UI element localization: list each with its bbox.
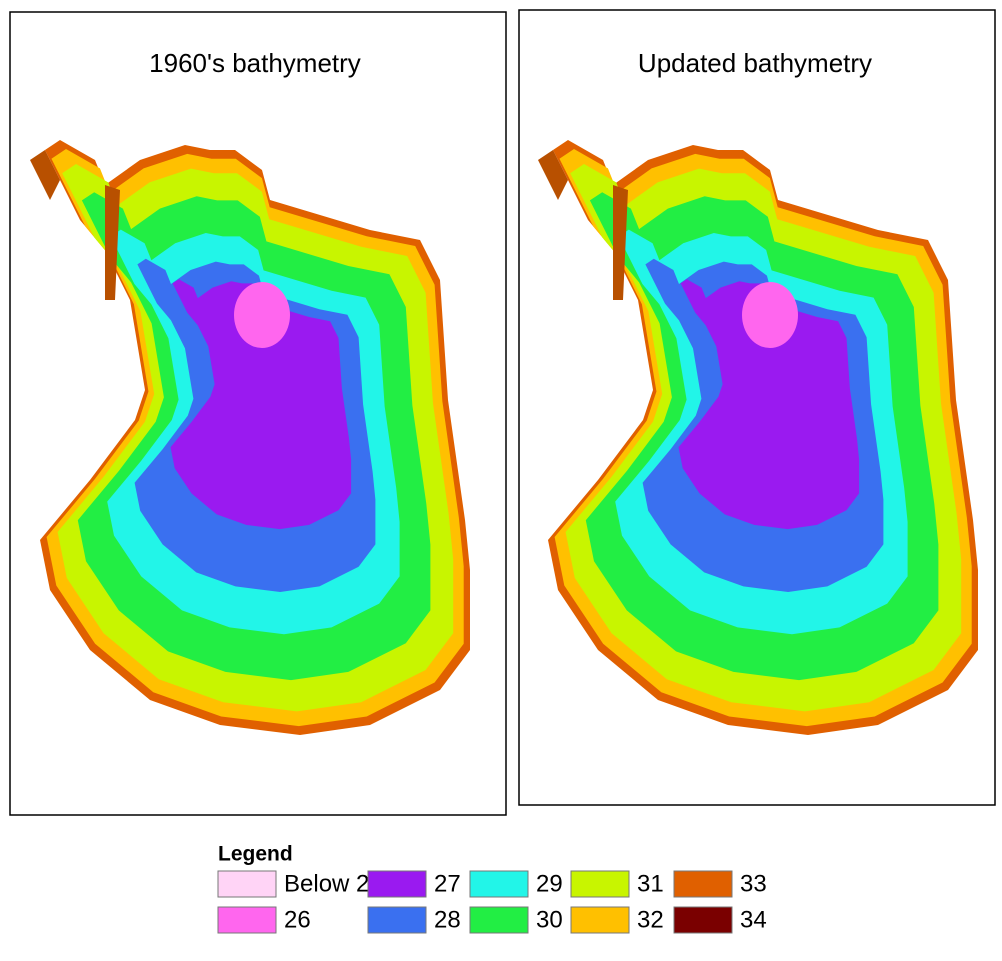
panel-title: Updated bathymetry [638,48,872,78]
panel-title: 1960's bathymetry [149,48,361,78]
legend-label: 26 [284,906,311,933]
legend-label: 29 [536,870,563,897]
legend-swatch [217,906,277,934]
legend-label: 33 [740,870,767,897]
legend-label: 27 [434,870,461,897]
legend-swatch [469,870,529,898]
legend-swatch [367,870,427,898]
legend-label: 30 [536,906,563,933]
legend-label: Below 25 [284,870,383,897]
panel-frame [9,11,507,816]
legend-swatch [570,870,630,898]
legend-label: 34 [740,906,767,933]
map-1960s [30,140,470,735]
legend-swatch [469,906,529,934]
map-updated [538,140,978,735]
legend-swatch [673,870,733,898]
legend: Below 25 26 27 28 29 30 31 32 33 34 [217,870,767,934]
legend-swatch [367,906,427,934]
panel-frame [518,9,996,806]
legend-swatch [217,870,277,898]
legend-swatch [570,906,630,934]
legend-swatch [673,906,733,934]
legend-title: Legend [218,843,293,866]
legend-label: 32 [637,906,664,933]
legend-label: 31 [637,870,664,897]
legend-label: 28 [434,906,461,933]
